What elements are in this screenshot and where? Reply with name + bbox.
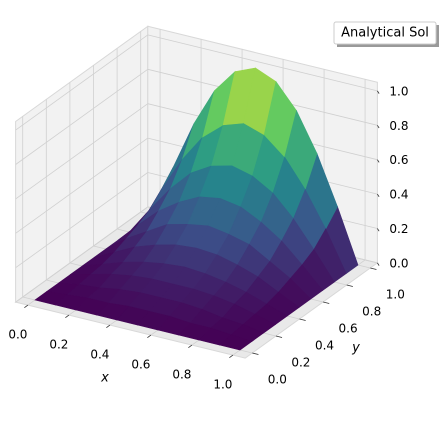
x-tick-label: 0.8 (172, 368, 191, 382)
tick-mark (65, 314, 70, 318)
grid-line (15, 172, 149, 269)
tick-mark (299, 318, 306, 321)
x-tick-label: 0.6 (131, 358, 150, 372)
tick-mark (377, 125, 380, 129)
y-tick-label: 0.4 (315, 339, 334, 353)
axis-labels: x y (100, 341, 360, 386)
grid-line (15, 137, 149, 234)
x-tick-label: 0.4 (90, 348, 109, 362)
y-tick-label: 0.2 (291, 356, 310, 370)
tick-mark (323, 301, 330, 304)
z-tick-label: 0.4 (389, 188, 408, 202)
z-tick-label: 0.6 (389, 153, 408, 167)
tick-mark (147, 334, 152, 338)
z-tick-label: 1.0 (389, 84, 408, 98)
tick-mark (229, 354, 234, 358)
tick-mark (377, 193, 380, 198)
x-axis-label: x (100, 371, 109, 386)
surface-facet (218, 334, 253, 351)
grid-line (15, 206, 149, 303)
x-tick-label: 0.0 (8, 328, 27, 342)
y-tick-label: 0.0 (268, 373, 287, 387)
y-axis-label: y (351, 341, 360, 356)
tick-mark (275, 335, 283, 338)
legend-label: Analytical Sol (341, 26, 429, 41)
x-tick-label: 0.2 (49, 338, 68, 352)
tick-mark (252, 352, 259, 355)
grid-line (15, 103, 149, 200)
tick-mark (188, 344, 193, 348)
x-tick-label: 1.0 (213, 378, 232, 392)
z-tick-label: 0.2 (389, 222, 408, 236)
legend: Analytical Sol (333, 21, 439, 47)
tick-mark (370, 267, 377, 270)
y-tick-label: 0.6 (339, 322, 358, 336)
surface (34, 67, 359, 351)
grid-line (15, 34, 149, 131)
grid-line (15, 68, 149, 165)
y-tick-label: 0.8 (362, 305, 381, 319)
tick-mark (377, 159, 380, 163)
tick-mark (24, 304, 29, 308)
tick-mark (106, 324, 111, 328)
tick-mark (346, 284, 353, 287)
z-tick-label: 0.0 (389, 256, 408, 270)
grid-line (147, 34, 378, 92)
legend-box (333, 21, 437, 45)
tick-mark (377, 262, 380, 266)
z-tick-label: 0.8 (389, 119, 408, 133)
y-tick-label: 1.0 (386, 288, 405, 302)
tick-mark (377, 90, 380, 94)
tick-mark (377, 228, 380, 232)
